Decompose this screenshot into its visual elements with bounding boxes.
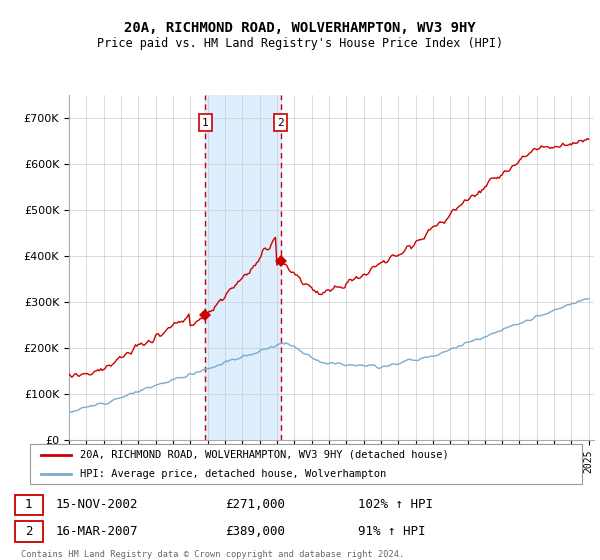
Text: 2: 2 <box>25 525 32 538</box>
Text: 16-MAR-2007: 16-MAR-2007 <box>55 525 138 538</box>
Text: 2: 2 <box>277 118 284 128</box>
Text: 20A, RICHMOND ROAD, WOLVERHAMPTON, WV3 9HY (detached house): 20A, RICHMOND ROAD, WOLVERHAMPTON, WV3 9… <box>80 450 448 460</box>
Text: Price paid vs. HM Land Registry's House Price Index (HPI): Price paid vs. HM Land Registry's House … <box>97 37 503 50</box>
FancyBboxPatch shape <box>30 444 582 484</box>
Text: £389,000: £389,000 <box>225 525 285 538</box>
Text: HPI: Average price, detached house, Wolverhampton: HPI: Average price, detached house, Wolv… <box>80 469 386 478</box>
Text: Contains HM Land Registry data © Crown copyright and database right 2024.
This d: Contains HM Land Registry data © Crown c… <box>21 550 404 560</box>
Text: 102% ↑ HPI: 102% ↑ HPI <box>358 498 433 511</box>
Text: 1: 1 <box>25 498 32 511</box>
FancyBboxPatch shape <box>15 521 43 542</box>
Text: 20A, RICHMOND ROAD, WOLVERHAMPTON, WV3 9HY: 20A, RICHMOND ROAD, WOLVERHAMPTON, WV3 9… <box>124 21 476 35</box>
Text: £271,000: £271,000 <box>225 498 285 511</box>
Text: 91% ↑ HPI: 91% ↑ HPI <box>358 525 425 538</box>
Text: 1: 1 <box>202 118 209 128</box>
Bar <box>205 95 281 440</box>
FancyBboxPatch shape <box>15 495 43 515</box>
Text: 15-NOV-2002: 15-NOV-2002 <box>55 498 138 511</box>
